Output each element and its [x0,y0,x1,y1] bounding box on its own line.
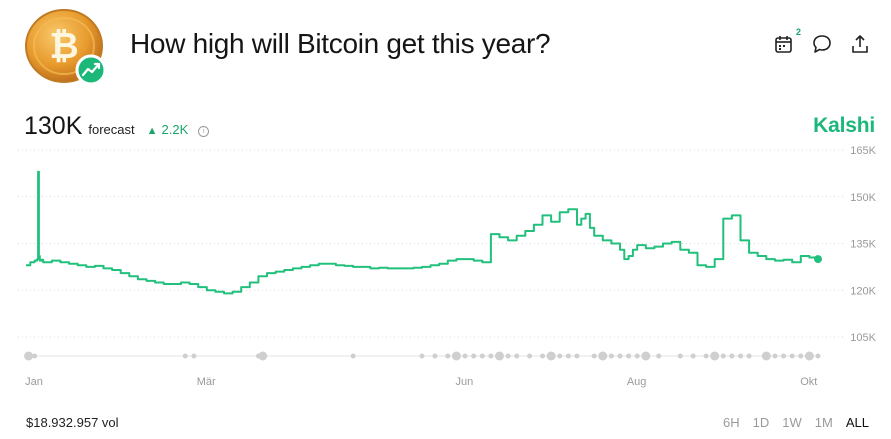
y-tick-label: 165K [850,145,876,157]
range-6h[interactable]: 6H [723,415,740,430]
event-marker [729,353,735,359]
chart-series [26,170,822,295]
event-marker [746,353,752,359]
event-marker [445,353,451,359]
range-1d[interactable]: 1D [752,415,770,430]
y-tick-label: 105K [850,332,876,344]
brand-logo[interactable]: Kalshi [813,114,875,137]
comment-button[interactable] [811,33,833,55]
event-marker [574,353,580,359]
series-endpoint [814,255,822,264]
event-marker [798,353,804,359]
event-marker [565,353,571,359]
x-tick-label: Jun [456,376,474,388]
event-marker [182,353,188,359]
share-button[interactable] [849,33,871,55]
event-marker [617,353,623,359]
page-title: How high will Bitcoin get this year? [130,28,551,59]
market-logo: ₿ [24,8,110,88]
event-marker [471,353,477,359]
event-marker [815,353,821,359]
event-marker [540,353,546,359]
event-marker [191,353,197,359]
event-marker [789,353,795,359]
range-all[interactable]: ALL [845,415,869,430]
info-icon[interactable]: i [198,126,210,137]
event-marker [32,353,38,359]
event-marker [772,353,778,359]
event-marker [591,353,597,359]
chart-grid [18,149,845,338]
event-marker [598,351,608,361]
y-tick-label: 150K [850,192,876,204]
event-marker [608,353,614,359]
event-marker [546,351,556,361]
x-tick-label: Aug [627,376,647,388]
event-marker [626,353,632,359]
event-marker [494,351,504,361]
y-axis-ticks: 165K 150K 135K 120K 105K [850,145,876,344]
event-marker [656,353,662,359]
event-marker [634,353,640,359]
event-marker [804,351,814,361]
event-marker [690,353,696,359]
forecast-change: ▲ 2.2K i [147,122,210,138]
event-marker [462,353,468,359]
series-line [26,170,819,295]
time-range-selector: 6H 1D 1W 1M ALL [723,415,869,430]
header-actions: 2 [773,27,871,55]
event-marker [527,353,533,359]
event-marker [641,351,651,361]
event-marker [432,353,438,359]
triangle-up-icon: ▲ [146,125,158,137]
share-icon [852,35,868,53]
event-marker [505,353,511,359]
calendar-badge: 2 [795,27,801,37]
event-marker [703,353,709,359]
range-1w[interactable]: 1W [782,415,802,430]
calendar-icon [775,36,792,53]
event-marker [677,353,683,359]
calendar-button[interactable]: 2 [773,27,801,55]
comment-icon [813,35,831,53]
event-marker [738,353,744,359]
x-tick-label: Okt [800,376,817,388]
event-marker [781,353,787,359]
y-tick-label: 135K [850,239,876,251]
event-marker [258,351,268,361]
event-marker [24,351,34,361]
x-tick-label: Mär [197,376,216,388]
y-tick-label: 120K [850,285,876,297]
event-marker [419,353,425,359]
forecast-change-value: 2.2K [161,122,189,137]
event-marker [479,353,485,359]
event-marker [350,353,356,359]
event-marker [720,353,726,359]
event-marker [557,353,563,359]
event-marker [514,353,520,359]
svg-text:₿: ₿ [49,26,78,67]
range-1m[interactable]: 1M [814,415,833,430]
x-axis-ticks: Jan Mär Jun Aug Okt [25,376,817,388]
x-tick-label: Jan [25,376,43,388]
forecast-label: forecast [88,122,135,137]
volume-label: $18.932.957 vol [26,415,119,430]
event-marker [451,351,461,361]
event-marker [488,353,494,359]
trending-up-icon [75,54,107,86]
event-markers [24,351,821,361]
event-marker [761,351,771,361]
forecast-summary: 130K forecast ▲ 2.2K i [24,112,210,141]
event-marker [710,351,720,361]
forecast-value: 130K [24,112,83,140]
